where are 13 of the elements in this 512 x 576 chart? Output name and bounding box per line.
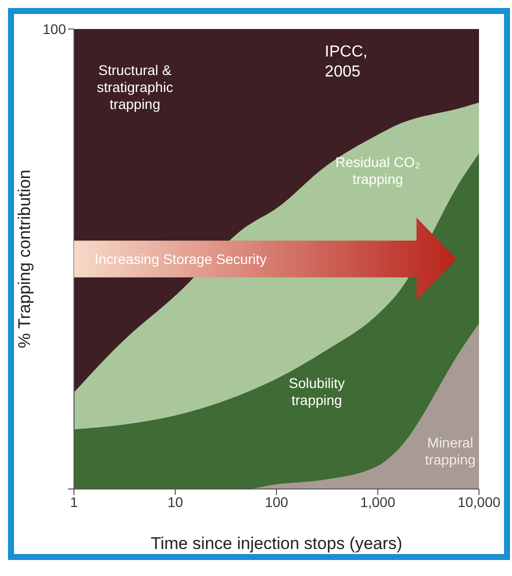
series-label: Structural & stratigraphic trapping (96, 62, 174, 112)
x-tick-label: 1 (70, 494, 78, 510)
series-label: Solubility trapping (288, 374, 345, 408)
series-label: Mineral trapping (424, 434, 476, 468)
x-tick-label: 1,000 (360, 494, 396, 510)
annotation: IPCC, 2005 (324, 44, 368, 81)
x-tick-label: 100 (264, 494, 288, 510)
annotation: Increasing Storage Security (94, 251, 267, 267)
x-tick-label: 10,000 (458, 494, 501, 510)
x-tick-label: 10 (167, 494, 184, 510)
series-label: Residual CO₂ trapping (335, 154, 420, 187)
x-axis-title: Time since injection stops (years) (150, 534, 402, 553)
y-axis-title: % Trapping contribution (15, 170, 34, 348)
